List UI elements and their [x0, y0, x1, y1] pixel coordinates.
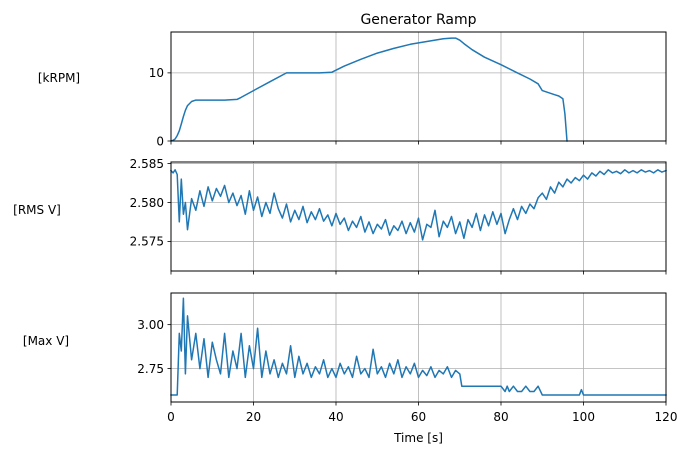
subplot-rms-v: 2.575 2.580 2.585 [RMS V] [13, 157, 667, 275]
x-tick-label: 100 [572, 410, 595, 424]
y-tick-label: 3.00 [137, 318, 164, 332]
max-v-ylabel: [Max V] [23, 334, 69, 348]
x-tick-label: 40 [328, 410, 343, 424]
chart-title: Generator Ramp [360, 12, 476, 28]
x-axis-label: Time [s] [393, 431, 443, 445]
subplot-max-v: 0 20 40 60 80 100 120 2.75 3.00 [Max V] Time [s] [23, 292, 678, 445]
max-v-series-line [170, 297, 667, 396]
y-tick-label: 10 [149, 66, 164, 80]
y-tick-label: 2.585 [130, 157, 164, 171]
x-tick-label: 0 [167, 410, 175, 424]
y-tick-label: 2.580 [130, 196, 164, 210]
krpm-ylabel: [kRPM] [38, 71, 80, 85]
x-tick-label: 60 [411, 410, 426, 424]
y-tick-label: 2.75 [137, 362, 164, 376]
subplot-krpm: 0 10 Generator Ramp [kRPM] [38, 12, 667, 148]
krpm-series-line [170, 37, 568, 142]
y-tick-label: 2.575 [130, 235, 164, 249]
y-tick-label: 0 [156, 134, 164, 148]
rms-v-series-line [169, 169, 667, 241]
x-tick-label: 20 [246, 410, 261, 424]
rms-v-ylabel: [RMS V] [13, 203, 61, 217]
x-tick-label: 80 [493, 410, 508, 424]
x-tick-label: 120 [655, 410, 678, 424]
